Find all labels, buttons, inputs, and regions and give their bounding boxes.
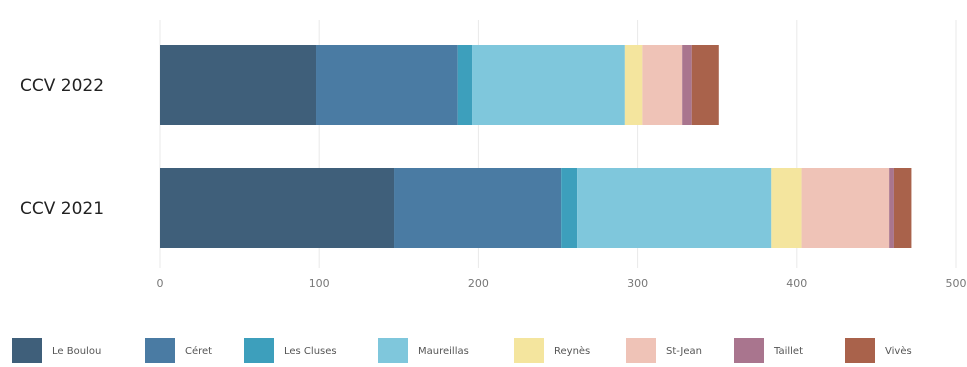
legend-label-vives: Vivès [885, 345, 912, 357]
legend-swatch-les-cluses [244, 338, 274, 363]
x-tick-label: 0 [157, 277, 164, 290]
x-axis-ticks: 0 100 200 300 400 500 [157, 277, 967, 290]
bar-segment-maureillas-ccv-2021 [577, 168, 772, 248]
bar-segment-taillet-ccv-2021 [889, 168, 894, 248]
bar-segment-reynes-ccv-2021 [771, 168, 802, 248]
legend-swatch-reynes [514, 338, 544, 363]
legend-label-st-jean: St-Jean [666, 346, 702, 357]
category-label: CCV 2022 [20, 76, 104, 96]
bar-segment-st-jean-ccv-2022 [642, 45, 683, 125]
legend: Le Boulou Céret Les Cluses Maureillas Reynès… [12, 338, 912, 363]
legend-label-ceret: Céret [185, 345, 212, 357]
category-label: CCV 2021 [20, 199, 104, 219]
x-tick-label: 400 [786, 277, 807, 290]
bar-segment-vives-ccv-2022 [691, 45, 719, 125]
bar-segment-vives-ccv-2021 [893, 168, 912, 248]
bar-segment-st-jean-ccv-2021 [801, 168, 890, 248]
x-tick-label: 100 [309, 277, 330, 290]
x-tick-label: 300 [627, 277, 648, 290]
bar-segment-ceret-ccv-2021 [394, 168, 562, 248]
x-tick-label: 200 [468, 277, 489, 290]
legend-label-taillet: Taillet [773, 346, 803, 357]
bar-segment-reynes-ccv-2022 [624, 45, 643, 125]
category-labels: CCV 2022 CCV 2021 [20, 76, 104, 219]
legend-label-reynes: Reynès [554, 345, 590, 357]
legend-swatch-maureillas [378, 338, 408, 363]
bar-segment-le-boulou-ccv-2021 [160, 168, 395, 248]
legend-swatch-st-jean [626, 338, 656, 363]
bar-segment-maureillas-ccv-2022 [472, 45, 625, 125]
legend-swatch-vives [845, 338, 875, 363]
legend-swatch-taillet [734, 338, 764, 363]
legend-label-les-cluses: Les Cluses [284, 346, 337, 357]
legend-swatch-le-boulou [12, 338, 42, 363]
bar-segment-taillet-ccv-2022 [682, 45, 692, 125]
legend-label-le-boulou: Le Boulou [52, 346, 101, 357]
bar-segment-le-boulou-ccv-2022 [160, 45, 317, 125]
bar-segment-les-cluses-ccv-2021 [561, 168, 578, 248]
bar-segment-les-cluses-ccv-2022 [457, 45, 473, 125]
bar-segment-ceret-ccv-2022 [316, 45, 458, 125]
x-tick-label: 500 [946, 277, 967, 290]
bars [160, 45, 912, 248]
legend-label-maureillas: Maureillas [418, 346, 469, 357]
legend-swatch-ceret [145, 338, 175, 363]
